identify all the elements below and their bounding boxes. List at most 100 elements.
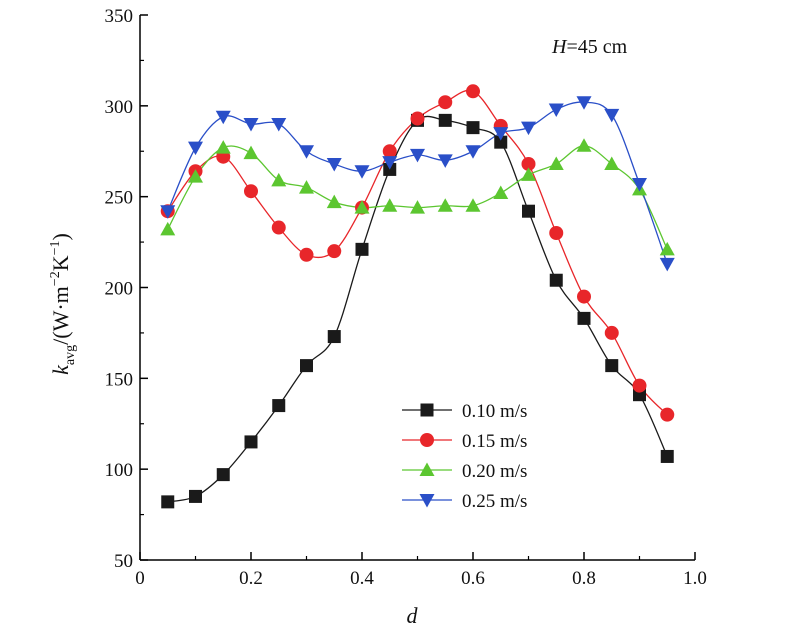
data-point xyxy=(521,167,536,181)
data-point xyxy=(577,311,591,325)
data-point xyxy=(271,220,286,235)
annotation-var: H xyxy=(551,36,568,58)
legend-entry-4: 0.25 m/s xyxy=(402,491,527,512)
series-markers xyxy=(160,84,675,509)
series-markers-4 xyxy=(160,96,675,272)
legend-entry-2: 0.15 m/s xyxy=(402,431,527,452)
data-point xyxy=(604,108,620,123)
x-axis-title: d xyxy=(407,603,419,628)
data-point xyxy=(466,84,480,99)
data-point xyxy=(188,141,203,156)
data-point xyxy=(215,110,231,125)
data-point xyxy=(522,204,535,218)
chart-annotation: H=45 cm xyxy=(551,36,628,58)
data-point xyxy=(548,103,564,117)
legend-label: 0.10 m/s xyxy=(462,401,527,422)
data-point xyxy=(632,177,647,192)
data-point xyxy=(300,359,313,373)
legend-entry-1: 0.10 m/s xyxy=(402,401,527,422)
data-point xyxy=(466,121,480,135)
data-point xyxy=(215,140,231,154)
y-tick-label: 350 xyxy=(105,6,134,27)
y-tick-label: 50 xyxy=(114,551,133,572)
data-point xyxy=(576,96,592,110)
data-point xyxy=(243,145,259,160)
data-point xyxy=(160,205,176,219)
data-point xyxy=(493,127,509,141)
y-tick-label: 200 xyxy=(105,279,134,300)
data-point xyxy=(271,118,287,132)
data-point xyxy=(299,247,314,262)
data-point xyxy=(382,144,397,159)
data-point xyxy=(549,226,564,240)
data-point xyxy=(243,118,259,132)
y-title-exp1: −2 xyxy=(48,271,63,286)
data-point xyxy=(161,495,175,509)
data-point xyxy=(659,257,675,272)
legend-marker xyxy=(420,403,434,417)
data-point xyxy=(382,156,398,170)
y-title-exp2: −1 xyxy=(48,240,63,255)
annotation-rest: =45 cm xyxy=(566,36,627,58)
data-point xyxy=(604,156,620,170)
data-point xyxy=(659,241,675,256)
series-line-2 xyxy=(167,89,668,416)
y-axis-title: kavg/(W·m−2K−1) xyxy=(48,233,78,375)
data-point xyxy=(410,148,425,163)
axes: 0 0.2 0.4 0.6 0.8 1.0 50 100 150 200 250 300 350 xyxy=(105,6,707,589)
x-tick-label: 0.6 xyxy=(461,568,485,589)
data-point xyxy=(410,111,425,126)
data-point xyxy=(160,221,176,236)
data-point xyxy=(244,184,258,199)
data-point xyxy=(244,435,258,449)
y-title-unit-mid: K xyxy=(48,255,73,271)
data-point xyxy=(465,198,481,212)
series-markers-3 xyxy=(160,138,675,256)
x-tick-label: 0 xyxy=(135,568,145,589)
data-point xyxy=(354,200,370,214)
y-title-sub: avg xyxy=(63,345,78,365)
data-point xyxy=(548,156,564,170)
x-tick-label: 0.2 xyxy=(239,568,263,589)
data-point xyxy=(216,468,230,482)
data-point xyxy=(438,113,452,127)
data-point xyxy=(576,138,592,152)
data-point xyxy=(327,330,341,344)
y-tick-label: 100 xyxy=(105,460,134,481)
data-point xyxy=(549,273,563,287)
legend-label: 0.15 m/s xyxy=(462,431,527,452)
data-point xyxy=(188,169,203,183)
data-point xyxy=(189,489,202,503)
y-tick-label: 250 xyxy=(105,188,134,209)
data-point xyxy=(632,378,647,393)
legend-entry-3: 0.20 m/s xyxy=(402,461,527,482)
legend: 0.10 m/s 0.15 m/s 0.20 m/s 0.25 m/s xyxy=(402,401,527,512)
data-point xyxy=(299,180,314,194)
data-point xyxy=(521,156,536,171)
data-point xyxy=(299,145,314,159)
data-point xyxy=(272,399,286,413)
data-point xyxy=(465,145,481,159)
series-markers-1 xyxy=(161,113,674,509)
legend-marker xyxy=(420,433,434,447)
data-point xyxy=(660,449,674,463)
data-point xyxy=(327,244,342,259)
data-point xyxy=(354,165,370,179)
x-tick-label: 0.4 xyxy=(350,568,374,589)
legend-marker xyxy=(419,494,435,508)
data-point xyxy=(326,194,342,209)
svg-text:kavg/(W·m−2K−1): kavg/(W·m−2K−1) xyxy=(48,233,78,375)
data-point xyxy=(326,157,342,172)
data-point xyxy=(437,154,453,168)
data-point xyxy=(521,121,536,136)
data-point xyxy=(271,172,287,187)
legend-marker xyxy=(419,462,435,476)
y-title-main: k xyxy=(48,364,73,375)
legend-label: 0.25 m/s xyxy=(462,491,527,512)
data-point xyxy=(493,185,509,200)
x-tick-label: 0.8 xyxy=(572,568,596,589)
data-point xyxy=(577,289,591,304)
y-tick-label: 150 xyxy=(105,369,134,390)
series-markers-2 xyxy=(160,84,675,422)
data-point xyxy=(660,407,675,422)
